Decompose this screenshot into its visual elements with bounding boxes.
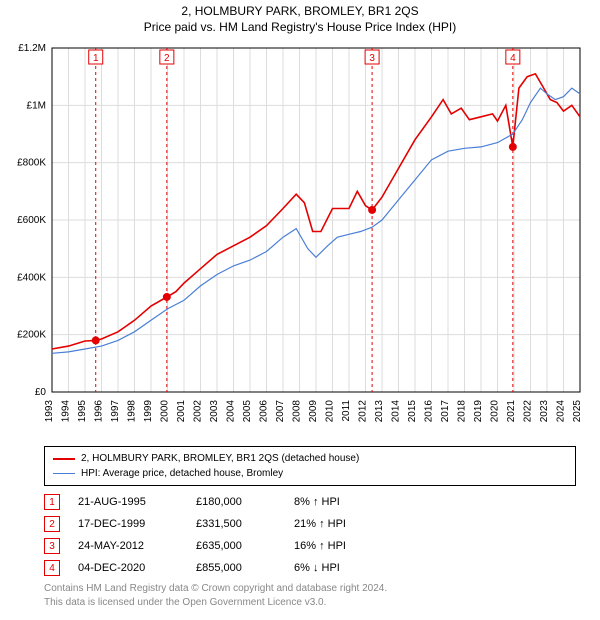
marker-dot bbox=[509, 143, 517, 151]
x-tick-label: 2003 bbox=[209, 400, 220, 423]
legend-swatch bbox=[53, 458, 75, 460]
transaction-date: 04-DEC-2020 bbox=[78, 562, 178, 574]
marker-badge-num: 4 bbox=[510, 53, 516, 64]
transaction-price: £331,500 bbox=[196, 518, 276, 530]
transaction-row: 2 17-DEC-1999 £331,500 21% ↑ HPI bbox=[44, 516, 576, 532]
transaction-badge: 4 bbox=[44, 560, 60, 576]
transactions-table: 1 21-AUG-1995 £180,000 8% ↑ HPI 2 17-DEC-1999… bbox=[44, 494, 576, 576]
x-tick-label: 2000 bbox=[160, 400, 171, 423]
y-tick-label: £1.2M bbox=[18, 43, 46, 54]
x-tick-label: 2010 bbox=[325, 400, 336, 423]
transaction-price: £635,000 bbox=[196, 540, 276, 552]
transaction-delta: 8% ↑ HPI bbox=[294, 496, 384, 508]
x-tick-label: 1995 bbox=[77, 400, 88, 423]
marker-badge-num: 3 bbox=[369, 53, 375, 64]
legend-label: 2, HOLMBURY PARK, BROMLEY, BR1 2QS (deta… bbox=[81, 451, 359, 466]
transaction-price: £180,000 bbox=[196, 496, 276, 508]
legend-item: HPI: Average price, detached house, Brom… bbox=[53, 466, 567, 481]
x-tick-label: 2017 bbox=[440, 400, 451, 423]
x-tick-label: 2019 bbox=[473, 400, 484, 423]
footnote-line1: Contains HM Land Registry data © Crown c… bbox=[44, 582, 576, 596]
transaction-date: 17-DEC-1999 bbox=[78, 518, 178, 530]
x-tick-label: 2025 bbox=[572, 400, 583, 423]
legend: 2, HOLMBURY PARK, BROMLEY, BR1 2QS (deta… bbox=[44, 446, 576, 486]
y-tick-label: £800K bbox=[17, 158, 46, 169]
x-tick-label: 1996 bbox=[94, 400, 105, 423]
price-chart: £0 £200K £400K £600K £800K £1M £1.2M 1993 1994 19… bbox=[8, 40, 592, 440]
x-tick-label: 2005 bbox=[242, 400, 253, 423]
x-tick-label: 1994 bbox=[61, 400, 72, 423]
x-tick-label: 2004 bbox=[226, 400, 237, 423]
x-tick-label: 2022 bbox=[523, 400, 534, 423]
x-tick-label: 1999 bbox=[143, 400, 154, 423]
x-tick-label: 1993 bbox=[44, 400, 55, 423]
transaction-row: 1 21-AUG-1995 £180,000 8% ↑ HPI bbox=[44, 494, 576, 510]
y-tick-label: £200K bbox=[17, 330, 46, 341]
chart-title-sub: Price paid vs. HM Land Registry's House … bbox=[0, 20, 600, 34]
x-tick-label: 2007 bbox=[275, 400, 286, 423]
transaction-delta: 16% ↑ HPI bbox=[294, 540, 384, 552]
x-tick-label: 2001 bbox=[176, 400, 187, 423]
transaction-badge: 2 bbox=[44, 516, 60, 532]
x-tick-label: 2018 bbox=[457, 400, 468, 423]
x-tick-label: 2006 bbox=[259, 400, 270, 423]
x-tick-label: 2008 bbox=[292, 400, 303, 423]
transaction-price: £855,000 bbox=[196, 562, 276, 574]
marker-dot bbox=[163, 293, 171, 301]
marker-dot bbox=[92, 336, 100, 344]
x-tick-label: 2011 bbox=[341, 400, 352, 422]
x-tick-label: 2002 bbox=[193, 400, 204, 423]
x-tick-label: 2013 bbox=[374, 400, 385, 423]
x-tick-label: 2023 bbox=[539, 400, 550, 423]
transaction-badge: 1 bbox=[44, 494, 60, 510]
x-tick-label: 1997 bbox=[110, 400, 121, 423]
legend-label: HPI: Average price, detached house, Brom… bbox=[81, 466, 283, 481]
footnote-line2: This data is licensed under the Open Gov… bbox=[44, 596, 576, 610]
footnote: Contains HM Land Registry data © Crown c… bbox=[44, 582, 576, 609]
transaction-delta: 21% ↑ HPI bbox=[294, 518, 384, 530]
marker-dot bbox=[368, 206, 376, 214]
transaction-delta: 6% ↓ HPI bbox=[294, 562, 384, 574]
x-tick-label: 2021 bbox=[506, 400, 517, 423]
y-tick-label: £1M bbox=[27, 100, 46, 111]
x-tick-label: 1998 bbox=[127, 400, 138, 423]
marker-badge-num: 1 bbox=[93, 53, 99, 64]
transaction-row: 3 24-MAY-2012 £635,000 16% ↑ HPI bbox=[44, 538, 576, 554]
legend-item: 2, HOLMBURY PARK, BROMLEY, BR1 2QS (deta… bbox=[53, 451, 567, 466]
x-tick-label: 2014 bbox=[391, 400, 402, 423]
x-tick-label: 2012 bbox=[358, 400, 369, 423]
y-tick-label: £400K bbox=[17, 272, 46, 283]
x-tick-label: 2009 bbox=[308, 400, 319, 423]
legend-swatch bbox=[53, 473, 75, 474]
x-tick-label: 2020 bbox=[490, 400, 501, 423]
chart-title-address: 2, HOLMBURY PARK, BROMLEY, BR1 2QS bbox=[0, 4, 600, 18]
x-tick-label: 2016 bbox=[424, 400, 435, 423]
x-tick-label: 2015 bbox=[407, 400, 418, 423]
y-tick-label: £0 bbox=[35, 387, 47, 398]
transaction-row: 4 04-DEC-2020 £855,000 6% ↓ HPI bbox=[44, 560, 576, 576]
marker-badge-num: 2 bbox=[164, 53, 170, 64]
x-tick-label: 2024 bbox=[556, 400, 567, 423]
y-tick-label: £600K bbox=[17, 215, 46, 226]
transaction-date: 24-MAY-2012 bbox=[78, 540, 178, 552]
transaction-badge: 3 bbox=[44, 538, 60, 554]
transaction-date: 21-AUG-1995 bbox=[78, 496, 178, 508]
